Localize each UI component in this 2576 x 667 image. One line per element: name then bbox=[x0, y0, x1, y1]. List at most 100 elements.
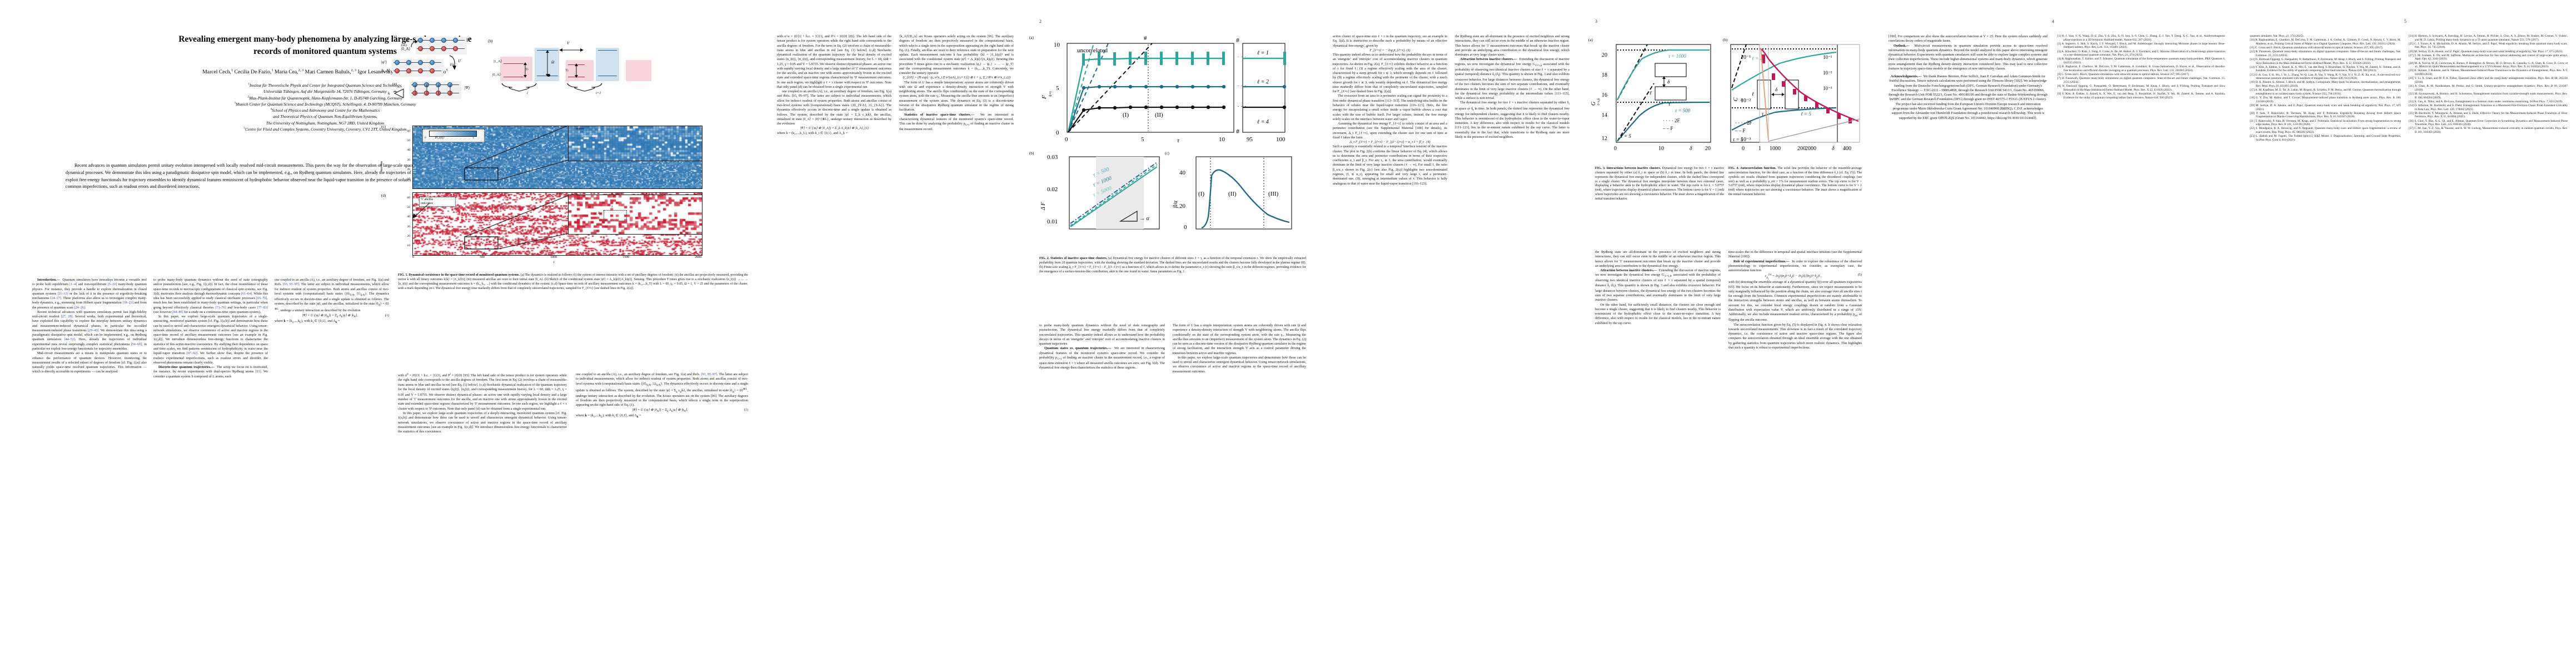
reference-item: [12] B. Fauseweh, Quantum many-body simu… bbox=[2250, 50, 2401, 57]
svg-text:20: 20 bbox=[1602, 52, 1607, 58]
fig1-site-i-label: i bbox=[527, 91, 528, 95]
p3c1-d: Assuming the dynamical free energy F_{ℓ×… bbox=[1333, 122, 1447, 140]
svg-text:δ: δ bbox=[1832, 146, 1835, 152]
page-2: 2 with σ^α = |0⟩⟨1| + h.c. = |1⟩⟨1|, and… bbox=[767, 0, 1317, 667]
svg-text:· · ·: · · · bbox=[1237, 103, 1247, 110]
reference-item: [8] N. Daniwali Oppong, G. Pasqualetti, … bbox=[2057, 84, 2225, 92]
fig1-gamma-arrow-2 bbox=[575, 63, 578, 78]
affiliation: and Theoretical Physics of Quantum Non-E… bbox=[273, 114, 377, 120]
fig1-chain-system-mid bbox=[393, 60, 442, 66]
p2c4-a: The form of U has a simple interpretatio… bbox=[1173, 324, 1306, 355]
page1-column-3: one coupled to an ancilla (A), i.e., an … bbox=[275, 278, 389, 645]
reference-item: [34] O. Alberton, M. Buchhold, and S. Di… bbox=[2409, 103, 2568, 111]
page2-column-1: with σ^α = |0⟩⟨1| + h.c. = |1⟩⟨1|, and P… bbox=[777, 34, 891, 635]
equation-1-repeat: |Ψ⟩ = U (|ψ⟩ ⊗ |0A⟩) = Σk Ak|ψ⟩ ⊗ |kA⟩,(… bbox=[632, 408, 748, 413]
svg-text:10⁻³: 10⁻³ bbox=[1823, 86, 1832, 91]
reference-item: [6] C. Gross and I. Bloch, Quantum simul… bbox=[2057, 73, 2190, 77]
fig2-a-plot: 10 5 0 0 5 10 95 100 τ F ℓ×τ uncorrelate… bbox=[1041, 35, 1287, 144]
fig4-caption-text: The solid line provides the behavior of … bbox=[1728, 167, 1862, 197]
svg-text:12: 12 bbox=[1602, 136, 1607, 142]
fig1-roman-ii-label: (ii) bbox=[392, 82, 397, 86]
fig1-V-label: V bbox=[567, 41, 570, 46]
reference-item: [1] H.-J. Sian, Y.-X. Wang, D.-Z. Zhu, Y… bbox=[2057, 34, 2225, 42]
svg-text:95: 95 bbox=[1247, 136, 1253, 143]
svg-text:Δ F: Δ F bbox=[1040, 202, 1047, 211]
reference-item: quantum simulator, Nat. Phys. 21, 374 (2… bbox=[2250, 34, 2304, 38]
reference-item: [31] A. Chan, R. M. Nandkishore, M. Pret… bbox=[2409, 84, 2568, 92]
fig1-reset-arrow-icon bbox=[411, 40, 418, 48]
figure-4-caption: FIG. 4. Autocorrelation function. The so… bbox=[1728, 167, 1862, 245]
p4c1-c: Acknowledgments.— We thank Hannes Bernie… bbox=[1889, 75, 2047, 120]
svg-text:16: 16 bbox=[1602, 92, 1607, 98]
p3c2-b: Attraction between inactive clusters.— E… bbox=[1455, 58, 1570, 101]
svg-text:0: 0 bbox=[1742, 146, 1745, 152]
p4c1-a: [100]. For comparison we also show the a… bbox=[1889, 35, 2047, 43]
reference-item: [18] G. Y. Zhu, M. Hafezi, and T. Grover… bbox=[2250, 96, 2401, 103]
fig1-chain-system-top bbox=[417, 38, 466, 43]
section-heading-introduction: Introduction.— bbox=[37, 278, 61, 282]
fig1-ylabel: ancillas bbox=[380, 161, 383, 171]
para-col5-a: one coupled to an ancilla (A), i.e., an … bbox=[576, 373, 749, 407]
p2c2-c: Statistics of inactive space-time cluste… bbox=[899, 113, 1014, 132]
svg-text:ℓ = 5: ℓ = 5 bbox=[1801, 111, 1811, 117]
fig1-heatmap-ancilla-inset bbox=[568, 195, 702, 235]
svg-text:G: G bbox=[1591, 102, 1597, 106]
fig1-U-label: U bbox=[458, 59, 461, 63]
svg-text:0: 0 bbox=[1614, 146, 1617, 152]
page1-column-5: one coupled to an ancilla (A), i.e., an … bbox=[576, 372, 748, 639]
title-line-1: Revealing emergent many-body phenomena b… bbox=[178, 34, 472, 44]
p3c2-a: the Rydberg state are all-dominant in th… bbox=[1455, 35, 1569, 57]
fig1-panel-a-label: (a) bbox=[392, 34, 397, 39]
svg-text:· · ·: · · · bbox=[1237, 54, 1247, 61]
svg-text:δ: δ bbox=[1690, 146, 1692, 152]
para-col3-a: one coupled to an ancilla (A), i.e., an … bbox=[275, 278, 390, 313]
reference-item: [7] H. Fauseweh, Quantum many-body simul… bbox=[2057, 77, 2225, 84]
reference-item: [14] Y. Kim, A. Eddins, S. Anand, K. X. … bbox=[2250, 65, 2401, 73]
svg-text:#: # bbox=[1144, 35, 1147, 42]
reference-item: [30] Y. Li, X. Chen, and M. P. A. Fisher… bbox=[2409, 77, 2568, 84]
fig1-colorbar-min: 0 bbox=[425, 136, 426, 140]
reference-item: [36] S. Choi, Y. Bao, X.-L. Qi, and E. A… bbox=[2409, 119, 2568, 127]
fig1-level-1A bbox=[504, 63, 524, 64]
reference-item: [32] M. Szyniszewski, A. Romito, and H. … bbox=[2409, 92, 2568, 99]
p3c4-d: The autocorrelation function given by Eq… bbox=[1728, 323, 1862, 350]
fig3-caption-text: Dynamical free energy for two ℓ × τ inac… bbox=[1595, 167, 1724, 201]
page2-column-2: ⟨k_A|U|0_A⟩ are Kraus operators solely a… bbox=[899, 34, 1014, 635]
reference-item: [15] S.-A. Guo, Y.-K. Wu, J. Ye, L. Zhan… bbox=[2250, 73, 2401, 81]
fig2-b-plot: 0.03 0.02 0.01 Δ F τ = 500 τ = 1000 τ = … bbox=[1040, 154, 1160, 230]
fig3-panel-b-label: (b) bbox=[1723, 38, 1728, 42]
svg-text:400: 400 bbox=[1843, 146, 1851, 152]
fig3-caption-bold: FIG. 3. Interactions between inactive cl… bbox=[1595, 167, 1661, 170]
fig1-gamma0-label-2: γ₀ bbox=[566, 68, 569, 72]
page1-column-1: Introduction.— Quantum simulators have n… bbox=[32, 278, 147, 645]
reference-item: [10] R. Raghunathan, E. Chertkov, M. DeC… bbox=[2250, 38, 2401, 46]
fig2-panel-b-label: (b) bbox=[1029, 151, 1034, 156]
figure-4: 10⁻¹ 10⁻² 10⁻³ 1 200 400 C δt bbox=[1728, 32, 1867, 171]
p3c3-a: the Rydberg state are all-dominant in th… bbox=[1595, 251, 1721, 268]
page-number-2: 2 bbox=[1039, 19, 1042, 24]
svg-text:ℓ×τ: ℓ×τ bbox=[1048, 91, 1053, 97]
svg-text:10⁻³: 10⁻³ bbox=[1741, 137, 1751, 143]
svg-text:10⁻²: 10⁻² bbox=[1823, 70, 1832, 76]
fig1-heatmap-density-inset bbox=[568, 126, 702, 161]
affiliation: 2Max-Plank-Institut für Quantenoptik, Ha… bbox=[247, 95, 403, 101]
page2-column-4: The form of U has a simple interpretatio… bbox=[1173, 323, 1306, 640]
svg-text:20: 20 bbox=[1705, 146, 1711, 152]
para-col5-b: where k = (k1,...,kL), with ki ∈ {0,1}, … bbox=[576, 414, 641, 419]
svg-text:10⁻¹: 10⁻¹ bbox=[1823, 54, 1832, 60]
fig1-xlabel: t bbox=[554, 260, 555, 264]
fig1-xticks: 0 500 1000 1500 2000 bbox=[412, 256, 701, 259]
svg-text:ℓ = 2: ℓ = 2 bbox=[1257, 79, 1269, 85]
reference-item: [16] D. A. Abanin, E. Altman, I. Bloch, … bbox=[2250, 81, 2401, 88]
p2c2-b: The form of U has a simple interpretatio… bbox=[899, 81, 1014, 112]
para-col2-a: to probe many-body quantum dynamics with… bbox=[153, 278, 268, 314]
svg-text:(II): (II) bbox=[1228, 191, 1237, 197]
page-number-3: 3 bbox=[1595, 19, 1597, 24]
reference-item: [17] A. M. Kaufman, M. E. Tai, A. Lukin,… bbox=[2250, 88, 2401, 96]
fig2-c-plot: 40 20 0 β/α (I) (II) (III) bbox=[1173, 156, 1292, 231]
reference-item: [27] T. M. Graham, E. Oh, and M. Saffman… bbox=[2409, 53, 2568, 61]
svg-text:‒ ‒ F: ‒ ‒ F bbox=[1735, 128, 1746, 133]
svg-text:β/α: β/α bbox=[1173, 200, 1179, 208]
fig1-Psi-label: |Ψ⟩ bbox=[465, 86, 470, 90]
affiliation: 3Munich Center for Quantum Science and T… bbox=[234, 101, 416, 107]
